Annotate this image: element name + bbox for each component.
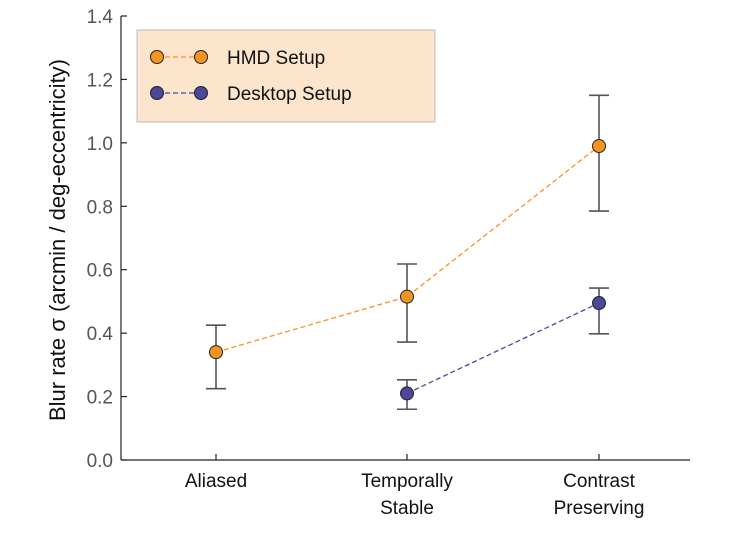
x-tick-label-line: Contrast: [563, 471, 636, 492]
legend-marker: [150, 86, 164, 100]
x-tick-label-line: Preserving: [554, 498, 645, 519]
legend-label: Desktop Setup: [227, 84, 352, 105]
y-tick-label: 0.8: [87, 197, 113, 218]
markers: [209, 139, 606, 401]
x-tick-label: Aliased: [185, 471, 247, 492]
legend-box: [136, 29, 436, 123]
x-tick-label-line: Temporally: [361, 471, 453, 492]
y-axis-title: Blur rate σ (arcmin / deg-eccentricity): [45, 59, 70, 421]
x-tick-label: Temporally Stable: [361, 471, 453, 519]
y-tick-label: 0.2: [87, 388, 113, 409]
error-bars: [206, 94, 609, 411]
y-tick-label: 0.0: [87, 451, 113, 472]
x-tick-label-line: Stable: [380, 498, 434, 519]
x-tick-label: Contrast Preserving: [554, 471, 645, 519]
x-ticks: Aliased Temporally Stable Contrast Preservin…: [185, 454, 645, 519]
y-tick-label: 0.6: [87, 261, 113, 282]
y-tick-label: 1.0: [87, 134, 113, 155]
legend-label: HMD Setup: [227, 48, 325, 69]
y-tick-label: 0.4: [87, 324, 114, 345]
data-point: [400, 289, 414, 304]
series-line: [406, 302, 600, 394]
legend: HMD Setup Desktop Setup: [136, 29, 436, 123]
legend-marker: [150, 50, 164, 64]
series-lines: [215, 145, 600, 394]
data-point: [400, 386, 414, 401]
y-tick-label: 1.4: [87, 7, 114, 28]
legend-marker: [194, 86, 208, 100]
y-tick-label: 1.2: [87, 70, 113, 91]
series-line: [215, 145, 600, 353]
data-point: [592, 139, 606, 154]
y-ticks: 0.0 0.2 0.4 0.6 0.8 1.0 1.2 1.4: [87, 7, 127, 472]
legend-marker: [194, 50, 208, 64]
data-point: [592, 296, 606, 311]
data-point: [209, 345, 223, 360]
x-tick-label-line: Aliased: [185, 471, 247, 492]
